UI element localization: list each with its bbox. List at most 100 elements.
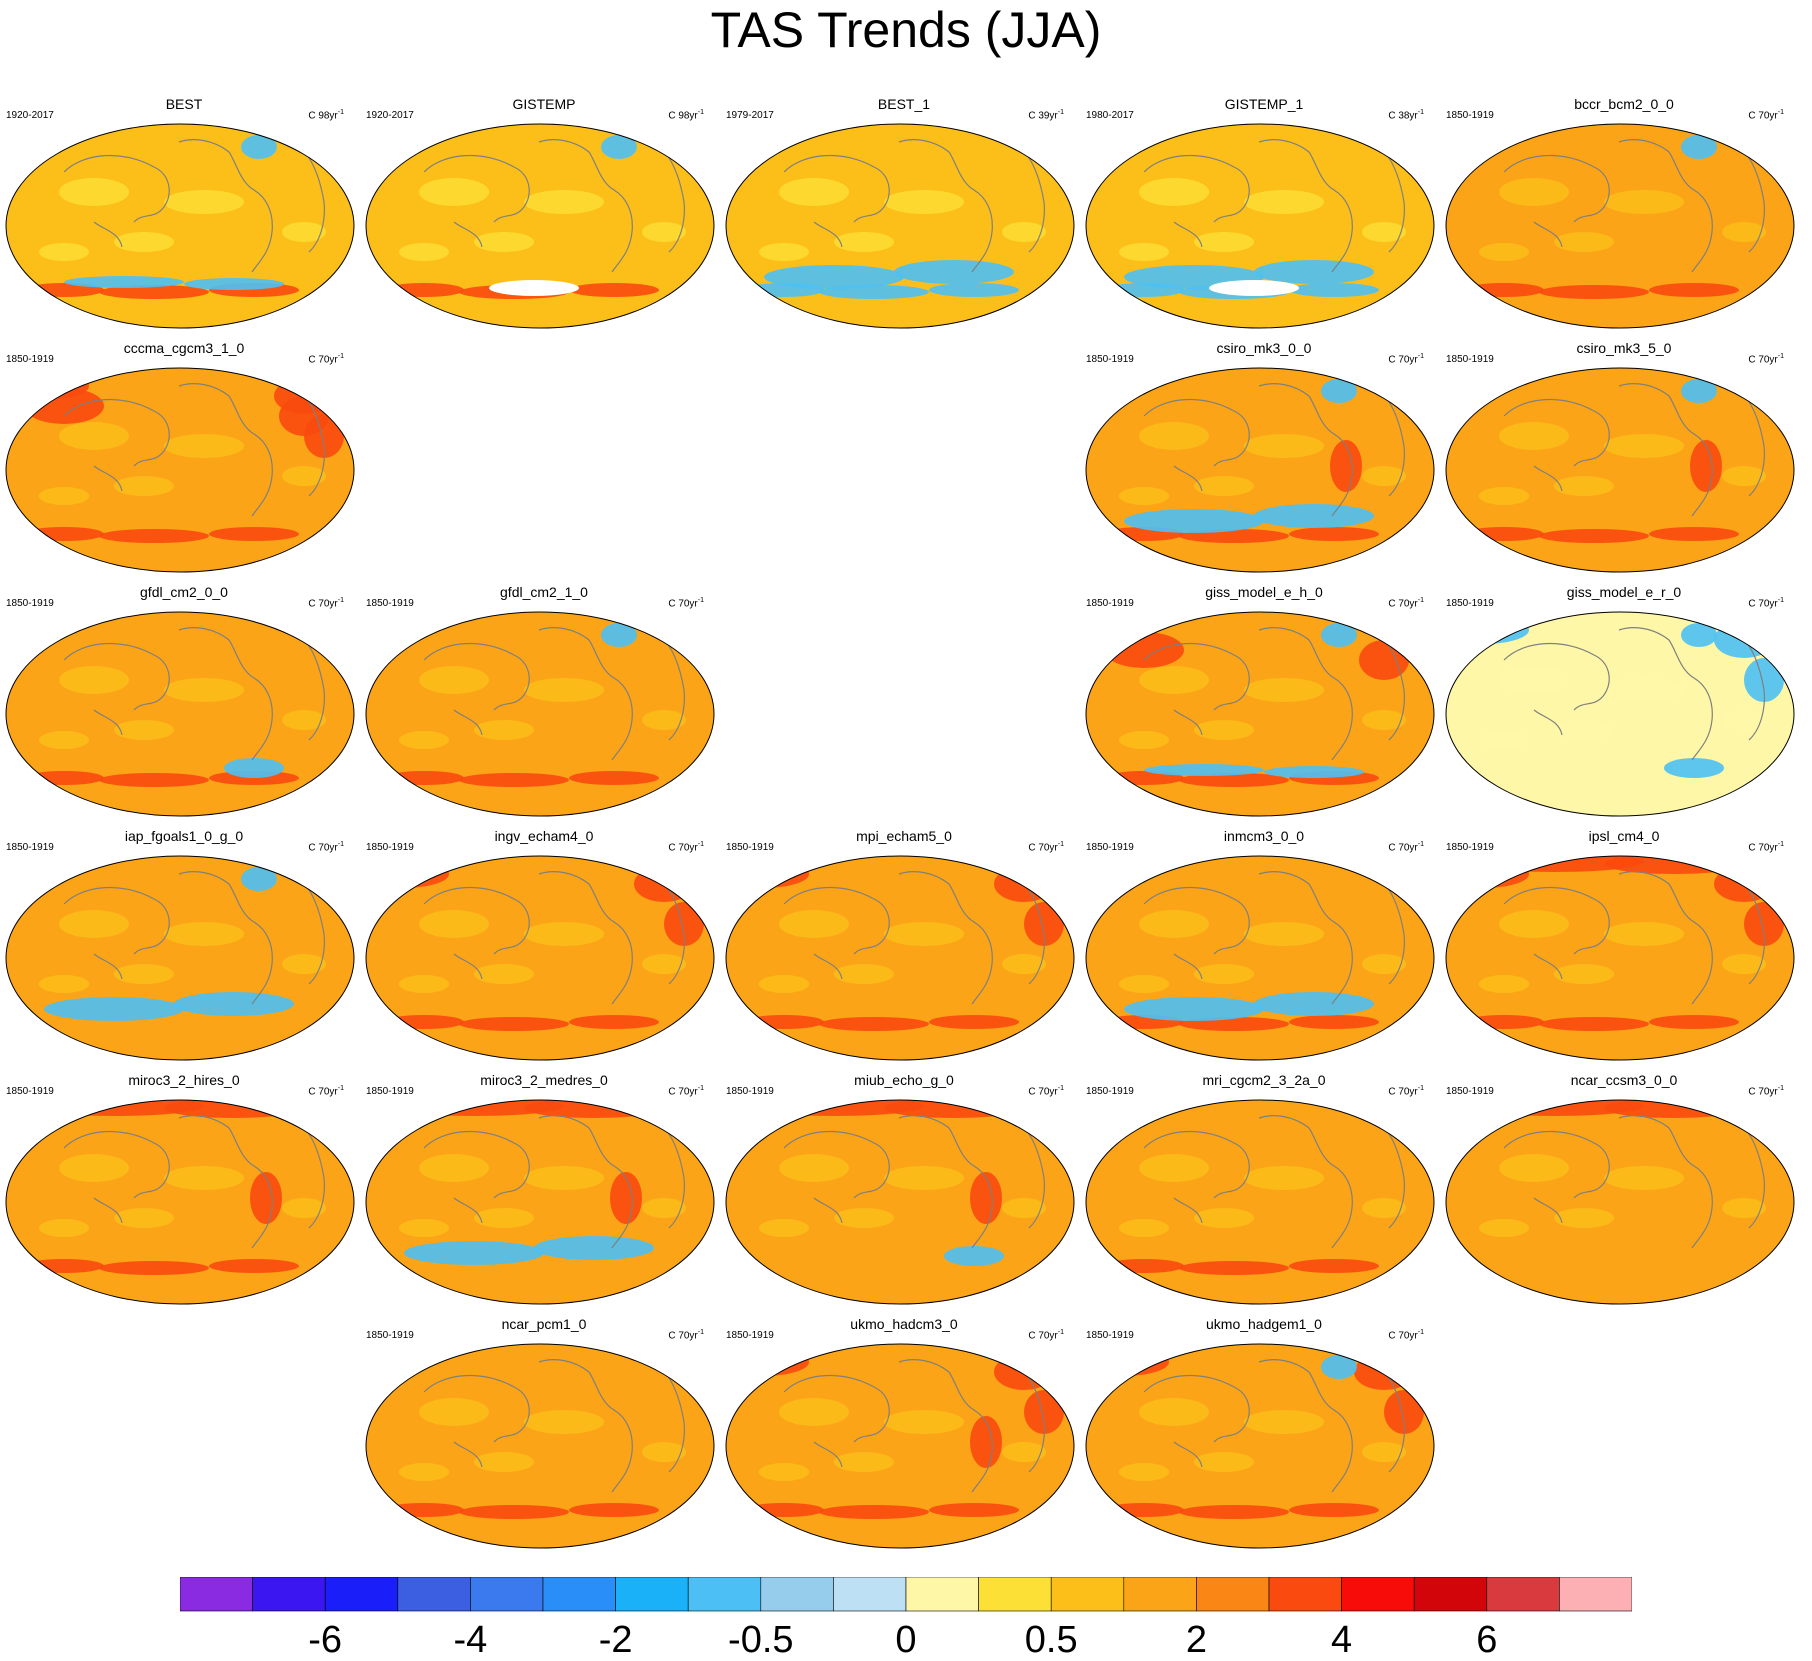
panel-patch xyxy=(834,1452,894,1472)
hot-spot-antarctic xyxy=(1179,1261,1289,1275)
hot-spot-eurasia xyxy=(1384,1390,1424,1434)
cold-spot-greenland xyxy=(601,623,637,647)
cold-spot-antarctic xyxy=(819,285,929,299)
hot-spot-antarctic xyxy=(819,1505,929,1519)
coastline xyxy=(423,139,685,273)
panel-units-text: C 70yr xyxy=(668,598,698,610)
panel-base-field xyxy=(366,1344,714,1548)
panel-patch xyxy=(419,910,489,938)
panel-patch xyxy=(1479,487,1529,505)
hot-spot-antarctic xyxy=(24,771,104,785)
panel-title: cccma_cgcm3_1_0 xyxy=(123,340,245,356)
panel-title: GISTEMP xyxy=(512,96,576,112)
panel-map xyxy=(725,1343,1075,1549)
panel-patch xyxy=(399,243,449,261)
panel-title: mri_cgcm2_3_2a_0 xyxy=(1202,1072,1326,1088)
panel-patch xyxy=(1604,190,1684,214)
panel-base-field xyxy=(1086,368,1434,572)
panel-units-text: C 70yr xyxy=(668,1330,698,1342)
panel-patch xyxy=(282,710,326,730)
map-border xyxy=(1445,855,1795,1061)
missing-data-antarctic-interior xyxy=(1209,280,1299,296)
panel-patch xyxy=(1479,1219,1529,1237)
coastline xyxy=(63,139,325,273)
panel-patch xyxy=(524,678,604,702)
panel-map xyxy=(1085,855,1435,1061)
panel-units-text: C 70yr xyxy=(1028,1086,1058,1098)
panel-patch xyxy=(164,678,244,702)
panel-patch xyxy=(59,666,129,694)
panel-patch xyxy=(1194,476,1254,496)
panel-BEST-1: BEST_1 1979-2017 C 39yr-1 xyxy=(724,96,1084,336)
panel-units: C 70yr-1 xyxy=(308,353,344,366)
panel-units: C 70yr-1 xyxy=(308,597,344,610)
colorbar-swatch xyxy=(1413,1577,1488,1612)
hot-spot-eurasia xyxy=(1024,1390,1064,1434)
coastline xyxy=(783,1115,1045,1249)
panel-patch xyxy=(1722,710,1766,730)
panel-units: C 70yr-1 xyxy=(668,841,704,854)
panel-period: 1850-1919 xyxy=(366,842,414,853)
coastline xyxy=(63,1115,325,1249)
panel-period: 1850-1919 xyxy=(726,1086,774,1097)
panel-units-text: C 98yr xyxy=(308,110,338,122)
panel-period: 1850-1919 xyxy=(1446,842,1494,853)
chart-title: TAS Trends (JJA) xyxy=(710,2,1102,58)
panel-map xyxy=(5,367,355,573)
panel-title: miroc3_2_medres_0 xyxy=(480,1072,608,1088)
panel-units: C 70yr-1 xyxy=(308,1085,344,1098)
panel-patch xyxy=(399,975,449,993)
coastline xyxy=(1143,383,1405,517)
map-border xyxy=(1085,855,1435,1061)
panel-period: 1850-1919 xyxy=(6,842,54,853)
map-border xyxy=(5,855,355,1061)
panel-miroc3-2-hires-0: miroc3_2_hires_0 1850-1919 C 70yr-1 xyxy=(4,1072,364,1312)
panel-patch xyxy=(1194,232,1254,252)
hot-spot-antarctic xyxy=(209,527,299,541)
coastline xyxy=(63,871,325,1005)
cold-spot-antarctic xyxy=(744,283,824,297)
panel-period: 1850-1919 xyxy=(6,1086,54,1097)
panel-units-text: C 70yr xyxy=(1028,842,1058,854)
coastline xyxy=(1143,871,1405,1005)
panel-patch xyxy=(164,922,244,946)
coastline xyxy=(1143,1115,1405,1249)
panel-patch xyxy=(1119,1463,1169,1481)
panel-base-field xyxy=(6,612,354,816)
panel-units: C 70yr-1 xyxy=(1748,109,1784,122)
panel-period: 1920-2017 xyxy=(366,110,414,121)
map-border xyxy=(5,123,355,329)
map-border xyxy=(365,611,715,817)
panel-title: csiro_mk3_0_0 xyxy=(1216,340,1312,356)
panel-patch xyxy=(399,1219,449,1237)
panel-base-field xyxy=(726,1100,1074,1304)
map-border xyxy=(725,123,1075,329)
panel-patch xyxy=(1722,954,1766,974)
panel-units-text: C 70yr xyxy=(308,1086,338,1098)
map-border xyxy=(5,1099,355,1305)
panel-base-field xyxy=(366,856,714,1060)
hot-spot-arctic xyxy=(524,1100,664,1118)
panel-base-field xyxy=(1086,612,1434,816)
coastline xyxy=(1503,1115,1765,1249)
panel-units: C 98yr-1 xyxy=(668,109,704,122)
panel-units-text: C 70yr xyxy=(1388,842,1418,854)
hot-spot-arctic xyxy=(164,1100,304,1118)
panel-units-text: C 98yr xyxy=(668,110,698,122)
panel-patch xyxy=(1479,975,1529,993)
map-border xyxy=(1085,367,1435,573)
colorbar-swatch xyxy=(905,1577,979,1612)
colorbar-swatch xyxy=(760,1577,834,1612)
panel-units-text: C 70yr xyxy=(1748,110,1778,122)
panel-GISTEMP: GISTEMP 1920-2017 C 98yr-1 xyxy=(364,96,724,336)
panel-patch xyxy=(114,720,174,740)
coastline xyxy=(783,139,1045,273)
panel-patch xyxy=(164,434,244,458)
hot-spot-antarctic xyxy=(569,1503,659,1517)
panel-base-field xyxy=(1446,856,1794,1060)
panel-units: C 70yr-1 xyxy=(1028,1085,1064,1098)
panel-patch xyxy=(399,731,449,749)
panel-base-field xyxy=(1446,368,1794,572)
panel-units-text: C 70yr xyxy=(308,842,338,854)
panel-units: C 70yr-1 xyxy=(1748,353,1784,366)
